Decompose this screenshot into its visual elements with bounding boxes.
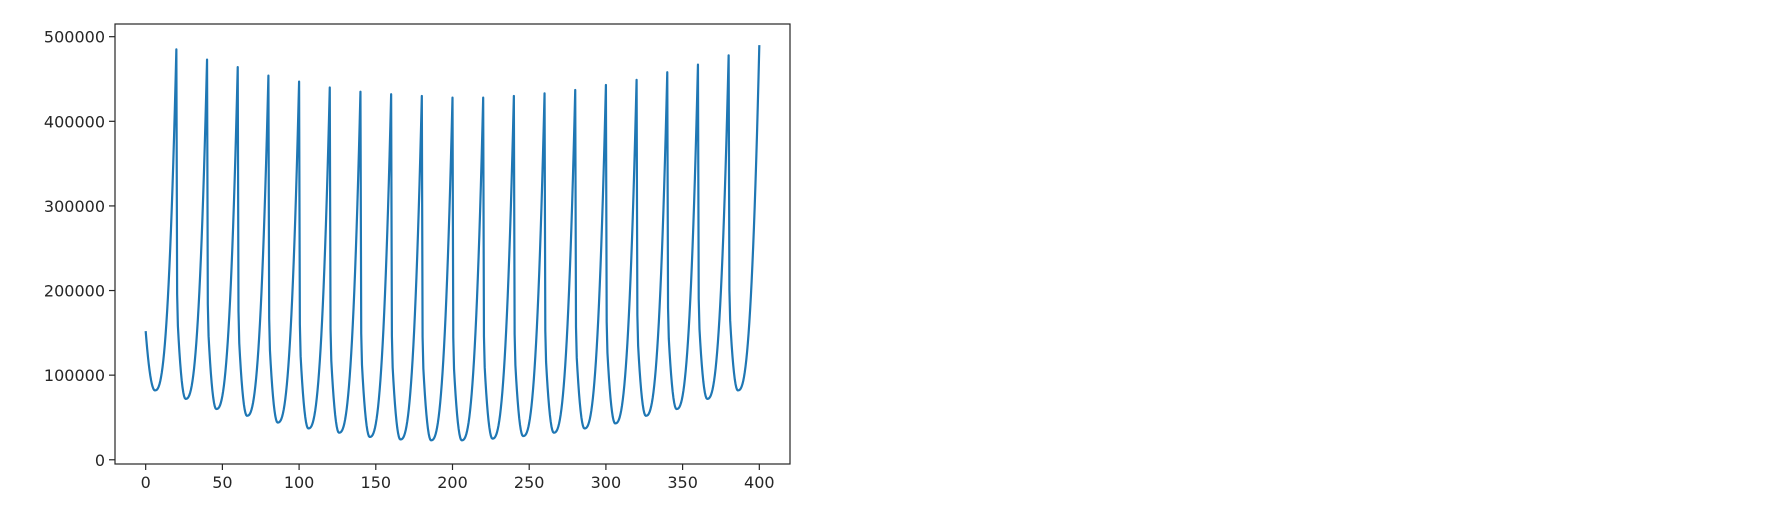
series-line-0 — [144, 45, 761, 442]
x-tick-label: 50 — [212, 473, 232, 492]
y-tick-label: 100000 — [44, 366, 105, 385]
x-tick-label: 300 — [591, 473, 622, 492]
x-tick-label: 250 — [514, 473, 545, 492]
y-tick-label: 0 — [95, 451, 105, 470]
x-tick-label: 150 — [361, 473, 392, 492]
x-tick-label: 200 — [437, 473, 468, 492]
x-tick-label: 0 — [141, 473, 151, 492]
x-tick-label: 350 — [667, 473, 698, 492]
axes-frame — [114, 23, 791, 465]
y-tick-label: 300000 — [44, 197, 105, 216]
y-axis: 0 100000 200000 300000 400000 500000 — [44, 28, 115, 470]
x-axis: 0 50 100 150 200 250 300 350 400 — [141, 464, 775, 492]
y-tick-label: 200000 — [44, 282, 105, 301]
x-tick-label: 400 — [744, 473, 775, 492]
y-tick-label: 400000 — [44, 112, 105, 131]
x-tick-label: 100 — [284, 473, 315, 492]
plot-area — [144, 45, 761, 442]
y-tick-label: 500000 — [44, 28, 105, 47]
